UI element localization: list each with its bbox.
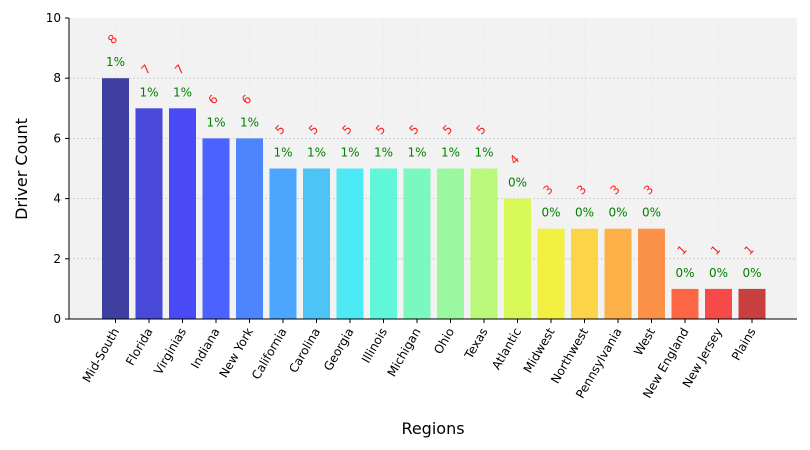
x-tick-label: Indiana: [188, 326, 222, 371]
x-tick-label: Georgia: [321, 326, 357, 374]
x-tick-label: Virginias: [151, 326, 189, 378]
bar: [504, 198, 531, 319]
bar: [604, 228, 632, 319]
percent-label: 0%: [742, 266, 761, 280]
bar: [470, 168, 498, 319]
bar: [403, 168, 431, 319]
percent-label: 1%: [474, 146, 493, 160]
x-tick-label: Carolina: [286, 326, 323, 376]
y-tick-label: 0: [53, 312, 61, 326]
y-axis-title: Driver Count: [12, 118, 31, 220]
percent-label: 1%: [441, 146, 460, 160]
bar: [537, 228, 565, 319]
bar: [738, 288, 766, 319]
y-tick-label: 4: [53, 192, 61, 206]
percent-label: 1%: [407, 146, 426, 160]
bar: [437, 168, 464, 319]
percent-label: 0%: [508, 176, 527, 190]
y-tick-label: 8: [53, 71, 61, 85]
bar: [370, 168, 397, 319]
y-tick-label: 6: [53, 131, 61, 145]
percent-label: 1%: [307, 146, 326, 160]
x-tick-label: Illinois: [359, 326, 390, 366]
axes: [68, 18, 797, 320]
percent-label: 0%: [575, 206, 594, 220]
percent-label: 1%: [106, 55, 125, 69]
x-tick-label: Atlantic: [489, 326, 524, 373]
bar: [269, 168, 297, 319]
percent-label: 0%: [642, 206, 661, 220]
x-tick-label: Michigan: [385, 326, 424, 380]
y-tick-label: 10: [46, 11, 61, 25]
percent-label: 1%: [240, 115, 259, 129]
x-tick-label: Plains: [729, 326, 759, 363]
percent-label: 1%: [340, 146, 359, 160]
bar: [169, 108, 196, 319]
x-axis-title: Regions: [401, 419, 464, 438]
bar: [236, 138, 263, 319]
bar: [135, 108, 163, 319]
y-ticks: 0 2 4 6 8 10: [46, 11, 69, 326]
x-tick-label: Texas: [461, 326, 490, 363]
bar: [571, 228, 598, 319]
percent-label: 1%: [374, 146, 393, 160]
percent-label: 0%: [541, 206, 560, 220]
y-tick-label: 2: [53, 252, 61, 266]
bar: [671, 288, 699, 319]
bars: [102, 78, 766, 319]
percent-label: 0%: [675, 266, 694, 280]
x-tick-label: Midwest: [521, 325, 558, 375]
bar: [638, 228, 665, 319]
percent-label: 1%: [206, 115, 225, 129]
percent-label: 1%: [139, 85, 158, 99]
bar: [202, 138, 230, 319]
x-tick-label: Mid-South: [80, 326, 122, 385]
percent-label: 1%: [273, 146, 292, 160]
bar: [303, 168, 330, 319]
bar: [705, 288, 732, 319]
percent-label: 1%: [173, 85, 192, 99]
x-tick-label: Florida: [123, 326, 156, 368]
x-tick-label: Ohio: [431, 326, 457, 357]
percent-label: 0%: [608, 206, 627, 220]
percent-label: 0%: [709, 266, 728, 280]
bar: [102, 78, 129, 319]
x-tick-label: West: [631, 325, 658, 358]
bar: [336, 168, 364, 319]
